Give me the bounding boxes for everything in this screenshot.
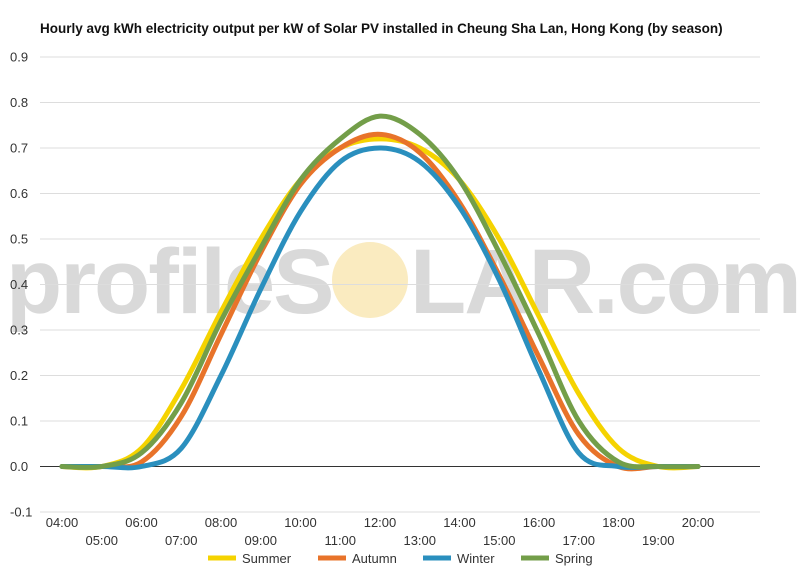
y-tick-label: 0.9: [10, 50, 28, 65]
legend-label-spring: Spring: [555, 551, 593, 566]
x-tick-label: 05:00: [85, 533, 118, 548]
series-line-spring: [59, 113, 701, 470]
x-tick-label: 15:00: [483, 533, 516, 548]
y-tick-label: 0.4: [10, 277, 28, 292]
x-tick-label: 17:00: [562, 533, 595, 548]
legend: Summer Autumn Winter Spring: [208, 551, 593, 566]
x-tick-label: 20:00: [682, 515, 715, 530]
series-lines: [59, 113, 701, 472]
y-tick-label: 0.1: [10, 414, 28, 429]
legend-label-summer: Summer: [242, 551, 292, 566]
y-tick-label: 0.3: [10, 323, 28, 338]
y-tick-label: -0.1: [10, 505, 32, 520]
y-tick-label: 0.6: [10, 186, 28, 201]
legend-label-autumn: Autumn: [352, 551, 397, 566]
x-tick-label: 07:00: [165, 533, 198, 548]
series-line-winter: [59, 145, 701, 471]
x-axis: 04:00 05:00 06:00 07:00 08:00 09:00 10:00 11:00…: [46, 515, 715, 548]
y-tick-label: 0.5: [10, 232, 28, 247]
x-tick-label: 12:00: [364, 515, 397, 530]
y-tick-label: 0.7: [10, 141, 28, 156]
x-tick-label: 18:00: [602, 515, 635, 530]
series-line-autumn: [59, 131, 701, 472]
watermark: profileS LAR.com: [6, 231, 800, 333]
legend-label-winter: Winter: [457, 551, 495, 566]
x-tick-label: 09:00: [244, 533, 277, 548]
x-tick-label: 10:00: [284, 515, 317, 530]
y-axis: -0.1 0.0 0.1 0.2 0.3 0.4 0.5 0.6 0.7 0.8 0.9: [10, 50, 32, 520]
x-tick-label: 16:00: [523, 515, 556, 530]
y-tick-label: 0.8: [10, 95, 28, 110]
x-tick-label: 04:00: [46, 515, 79, 530]
series-line-summer: [59, 136, 701, 471]
x-tick-label: 14:00: [443, 515, 476, 530]
x-tick-label: 13:00: [403, 533, 436, 548]
y-tick-label: 0.0: [10, 459, 28, 474]
x-tick-label: 08:00: [205, 515, 238, 530]
x-tick-label: 19:00: [642, 533, 675, 548]
y-tick-label: 0.2: [10, 368, 28, 383]
watermark-sun-icon: [332, 242, 408, 318]
x-tick-label: 06:00: [125, 515, 158, 530]
x-tick-label: 11:00: [324, 533, 356, 548]
chart-title: Hourly avg kWh electricity output per kW…: [40, 21, 723, 36]
watermark-text-right: LAR.com: [410, 231, 800, 333]
